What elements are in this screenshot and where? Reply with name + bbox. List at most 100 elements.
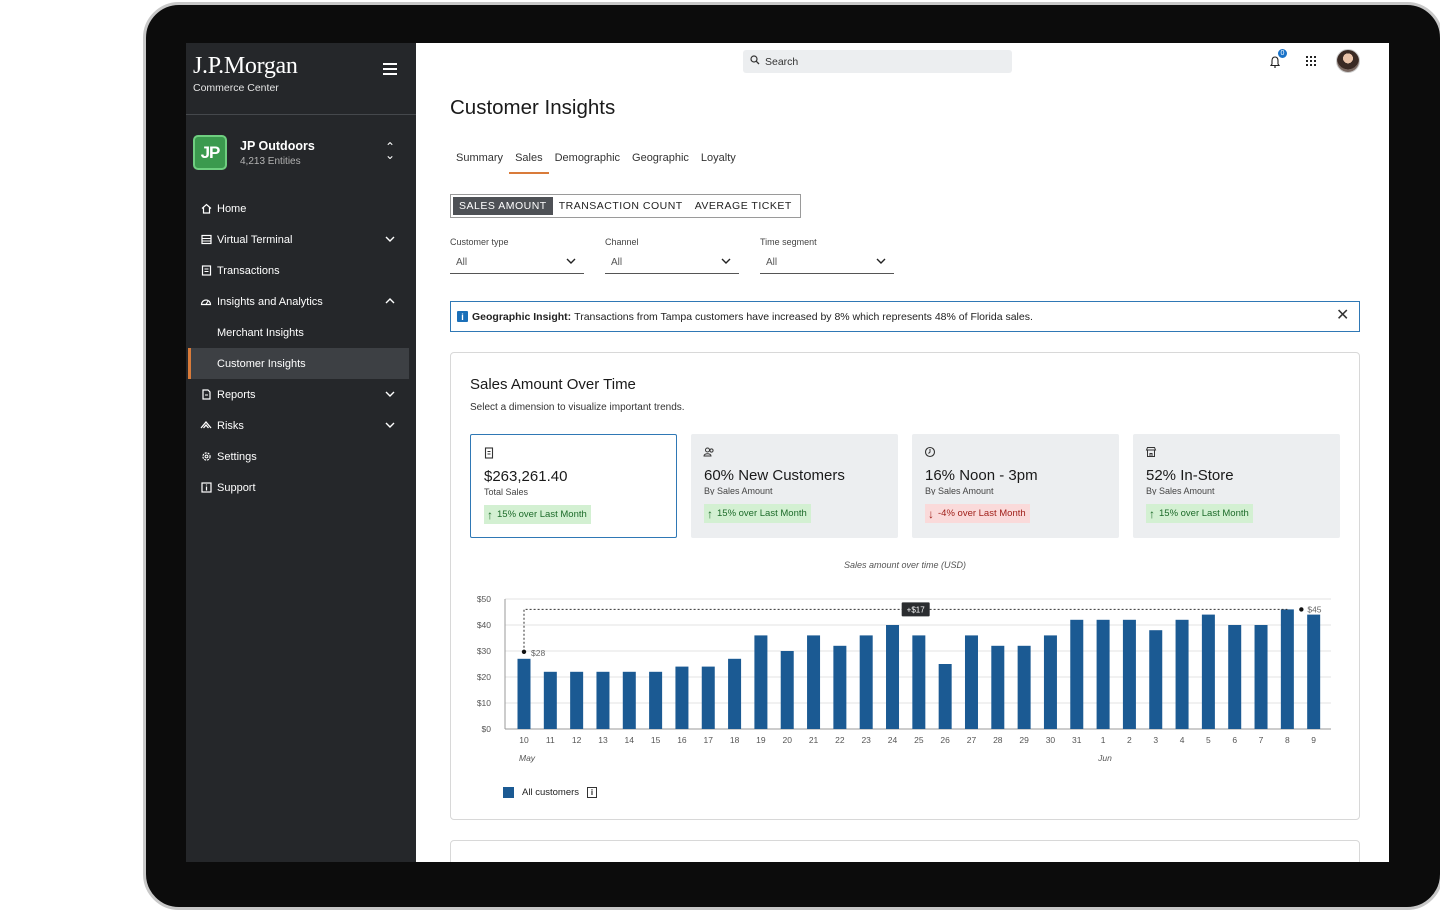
chart-bar[interactable] bbox=[991, 645, 1005, 729]
chart-bar[interactable] bbox=[807, 635, 821, 729]
chart-bar[interactable] bbox=[1175, 619, 1189, 729]
y-tick-label: $30 bbox=[477, 646, 491, 656]
kpi-label: By Sales Amount bbox=[925, 486, 994, 495]
kpi-total-sales[interactable]: $263,261.40 Total Sales ↑ 15% over Last M… bbox=[470, 434, 677, 538]
chevron-down-icon[interactable] bbox=[385, 389, 395, 400]
x-tick-label: 14 bbox=[625, 735, 635, 745]
apps-grid-icon[interactable] bbox=[1306, 56, 1316, 66]
sidebar-item-insights-analytics[interactable]: Insights and Analytics bbox=[186, 286, 416, 317]
menu-icon[interactable] bbox=[383, 63, 397, 75]
metric-sales-amount-button[interactable]: SALES AMOUNT bbox=[453, 197, 553, 215]
chart-bar[interactable] bbox=[622, 671, 636, 729]
sidebar-item-customer-insights[interactable]: Customer Insights bbox=[188, 348, 409, 379]
chart-bar[interactable] bbox=[912, 635, 926, 729]
sidebar-item-home[interactable]: Home bbox=[186, 193, 416, 224]
x-tick-label: 13 bbox=[598, 735, 608, 745]
chart-bar[interactable] bbox=[675, 666, 689, 729]
badge-text: 15% over Last Month bbox=[717, 508, 807, 519]
tab-bar: Summary Sales Demographic Geographic Loy… bbox=[450, 150, 742, 174]
chart-bar[interactable] bbox=[938, 664, 952, 729]
chart-bar[interactable] bbox=[1228, 625, 1242, 729]
legend-swatch bbox=[503, 787, 514, 798]
info-icon: i bbox=[457, 311, 468, 322]
chart-bar[interactable] bbox=[1307, 614, 1321, 729]
avatar[interactable] bbox=[1336, 49, 1360, 73]
org-switcher[interactable]: JP JP Outdoors 4,213 Entities ⌃ ⌄ bbox=[193, 135, 409, 171]
sidebar-item-reports[interactable]: Reports bbox=[186, 379, 416, 410]
chart-bar[interactable] bbox=[1201, 614, 1215, 729]
sidebar-item-label: Support bbox=[217, 481, 256, 494]
info-icon[interactable]: i bbox=[587, 787, 598, 798]
chart-bar[interactable] bbox=[1280, 609, 1294, 729]
annotation-point-end bbox=[1299, 607, 1304, 612]
chart-bar[interactable] bbox=[1043, 635, 1057, 729]
close-icon[interactable]: ✕ bbox=[1336, 307, 1350, 324]
chart-bar[interactable] bbox=[596, 671, 610, 729]
chart-bar[interactable] bbox=[754, 635, 768, 729]
chart-bar[interactable] bbox=[886, 625, 900, 729]
chart-bar[interactable] bbox=[543, 671, 557, 729]
sidebar-item-transactions[interactable]: Transactions bbox=[186, 255, 416, 286]
chart-bar[interactable] bbox=[1254, 625, 1268, 729]
main-content: Search 0 Customer Insights Summary Sales… bbox=[416, 43, 1389, 862]
chevron-updown-icon[interactable]: ⌃ ⌄ bbox=[385, 140, 396, 162]
sidebar-item-merchant-insights[interactable]: Merchant Insights bbox=[186, 317, 416, 348]
chart-bar[interactable] bbox=[701, 666, 715, 729]
chart-bar[interactable] bbox=[1122, 619, 1136, 729]
channel-select[interactable]: All bbox=[605, 251, 739, 274]
chart-bar[interactable] bbox=[517, 658, 531, 729]
arrow-up-icon: ↑ bbox=[487, 507, 493, 522]
sidebar-item-label: Merchant Insights bbox=[217, 326, 304, 339]
x-tick-label: 4 bbox=[1180, 735, 1185, 745]
chart-legend: All customers i bbox=[503, 787, 598, 798]
tab-loyalty[interactable]: Loyalty bbox=[700, 152, 736, 164]
customer-type-select[interactable]: All bbox=[450, 251, 584, 274]
x-tick-label: 10 bbox=[519, 735, 529, 745]
notification-badge: 0 bbox=[1277, 48, 1288, 59]
chart-bar[interactable] bbox=[570, 671, 584, 729]
sidebar-item-support[interactable]: Support bbox=[186, 472, 416, 503]
chevron-down-icon[interactable] bbox=[385, 420, 395, 431]
page-title: Customer Insights bbox=[450, 96, 616, 119]
secondary-card bbox=[450, 840, 1360, 862]
sidebar-item-settings[interactable]: Settings bbox=[186, 441, 416, 472]
chart-bar[interactable] bbox=[649, 671, 663, 729]
chart-bar[interactable] bbox=[728, 658, 742, 729]
chevron-down-icon[interactable] bbox=[385, 234, 395, 245]
sidebar-item-virtual-terminal[interactable]: Virtual Terminal bbox=[186, 224, 416, 255]
kpi-new-customers[interactable]: 60% New Customers By Sales Amount ↑ 15% o… bbox=[691, 434, 898, 538]
metric-transaction-count-button[interactable]: TRANSACTION COUNT bbox=[558, 200, 683, 212]
filter-label: Customer type bbox=[450, 237, 509, 247]
chart-bar[interactable] bbox=[1149, 630, 1163, 729]
arrow-up-icon: ↑ bbox=[707, 506, 713, 521]
x-tick-label: 27 bbox=[967, 735, 977, 745]
bell-icon[interactable] bbox=[1269, 55, 1281, 69]
x-tick-label: 3 bbox=[1153, 735, 1158, 745]
org-logo: JP bbox=[193, 135, 227, 170]
tab-geographic[interactable]: Geographic bbox=[632, 152, 689, 164]
tab-sales[interactable]: Sales bbox=[509, 150, 549, 174]
search-input[interactable]: Search bbox=[743, 50, 1012, 73]
filter-customer-type: Customer type All bbox=[450, 237, 584, 279]
metric-average-ticket-button[interactable]: AVERAGE TICKET bbox=[694, 200, 792, 212]
time-segment-select[interactable]: All bbox=[760, 251, 894, 274]
brand-logo[interactable]: J.P.Morgan bbox=[193, 53, 298, 79]
tab-demographic[interactable]: Demographic bbox=[554, 152, 621, 164]
trend-badge: ↑ 15% over Last Month bbox=[1146, 504, 1253, 523]
kpi-in-store[interactable]: 52% In-Store By Sales Amount ↑ 15% over L… bbox=[1133, 434, 1340, 538]
chevron-down-icon bbox=[566, 258, 576, 264]
chart-bar[interactable] bbox=[1070, 619, 1084, 729]
store-icon bbox=[1145, 447, 1157, 457]
x-tick-label: 23 bbox=[861, 735, 871, 745]
kpi-label: By Sales Amount bbox=[704, 486, 773, 495]
tab-summary[interactable]: Summary bbox=[456, 152, 504, 164]
chart-bar[interactable] bbox=[833, 645, 847, 729]
chart-bar[interactable] bbox=[1017, 645, 1031, 729]
kpi-noon-3pm[interactable]: 16% Noon - 3pm By Sales Amount ↓ -4% over… bbox=[912, 434, 1119, 538]
chart-bar[interactable] bbox=[964, 635, 978, 729]
chart-bar[interactable] bbox=[859, 635, 873, 729]
chart-bar[interactable] bbox=[1096, 619, 1110, 729]
chevron-up-icon[interactable] bbox=[385, 296, 395, 307]
chart-bar[interactable] bbox=[780, 651, 794, 729]
sidebar-item-risks[interactable]: Risks bbox=[186, 410, 416, 441]
